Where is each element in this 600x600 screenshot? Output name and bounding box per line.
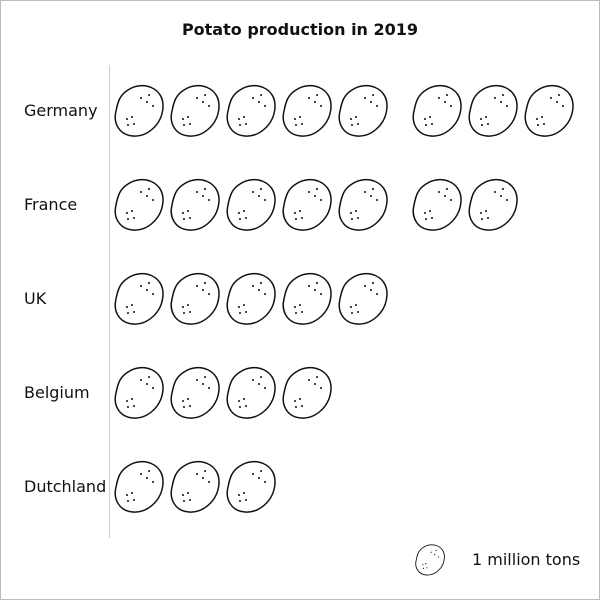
potato-icon [170,84,220,137]
chart-title: Potato production in 2019 [181,20,419,39]
potato-icon [226,272,276,325]
potato-icon [282,272,332,325]
potato-icon [282,84,332,137]
potato-icon [226,84,276,137]
potato-icon [114,460,164,513]
category-label: Germany [24,101,98,120]
potato-icon [114,84,164,137]
potato-icon [170,366,220,419]
potato-icon [282,178,332,231]
category-label: Belgium [24,383,90,402]
potato-icon [226,178,276,231]
potato-icon [226,460,276,513]
potato-icon [338,272,388,325]
potato-icon [170,272,220,325]
category-axis-line [109,65,110,538]
category-label: UK [24,289,47,308]
potato-icon [468,178,518,231]
potato-icon [524,84,574,137]
potato-icon [170,178,220,231]
potato-icon [338,84,388,137]
potato-icon [338,178,388,231]
category-label: Dutchland [24,477,107,496]
potato-icon [468,84,518,137]
potato-icon [412,84,462,137]
potato-icon [114,366,164,419]
potato-icon [226,366,276,419]
potato-icon [114,178,164,231]
potato-icon [170,460,220,513]
potato-icon [114,272,164,325]
potato-icon [412,178,462,231]
potato-icon [282,366,332,419]
legend-potato-icon [415,544,445,576]
legend-label: 1 million tons [472,550,581,569]
category-label: France [24,195,78,214]
